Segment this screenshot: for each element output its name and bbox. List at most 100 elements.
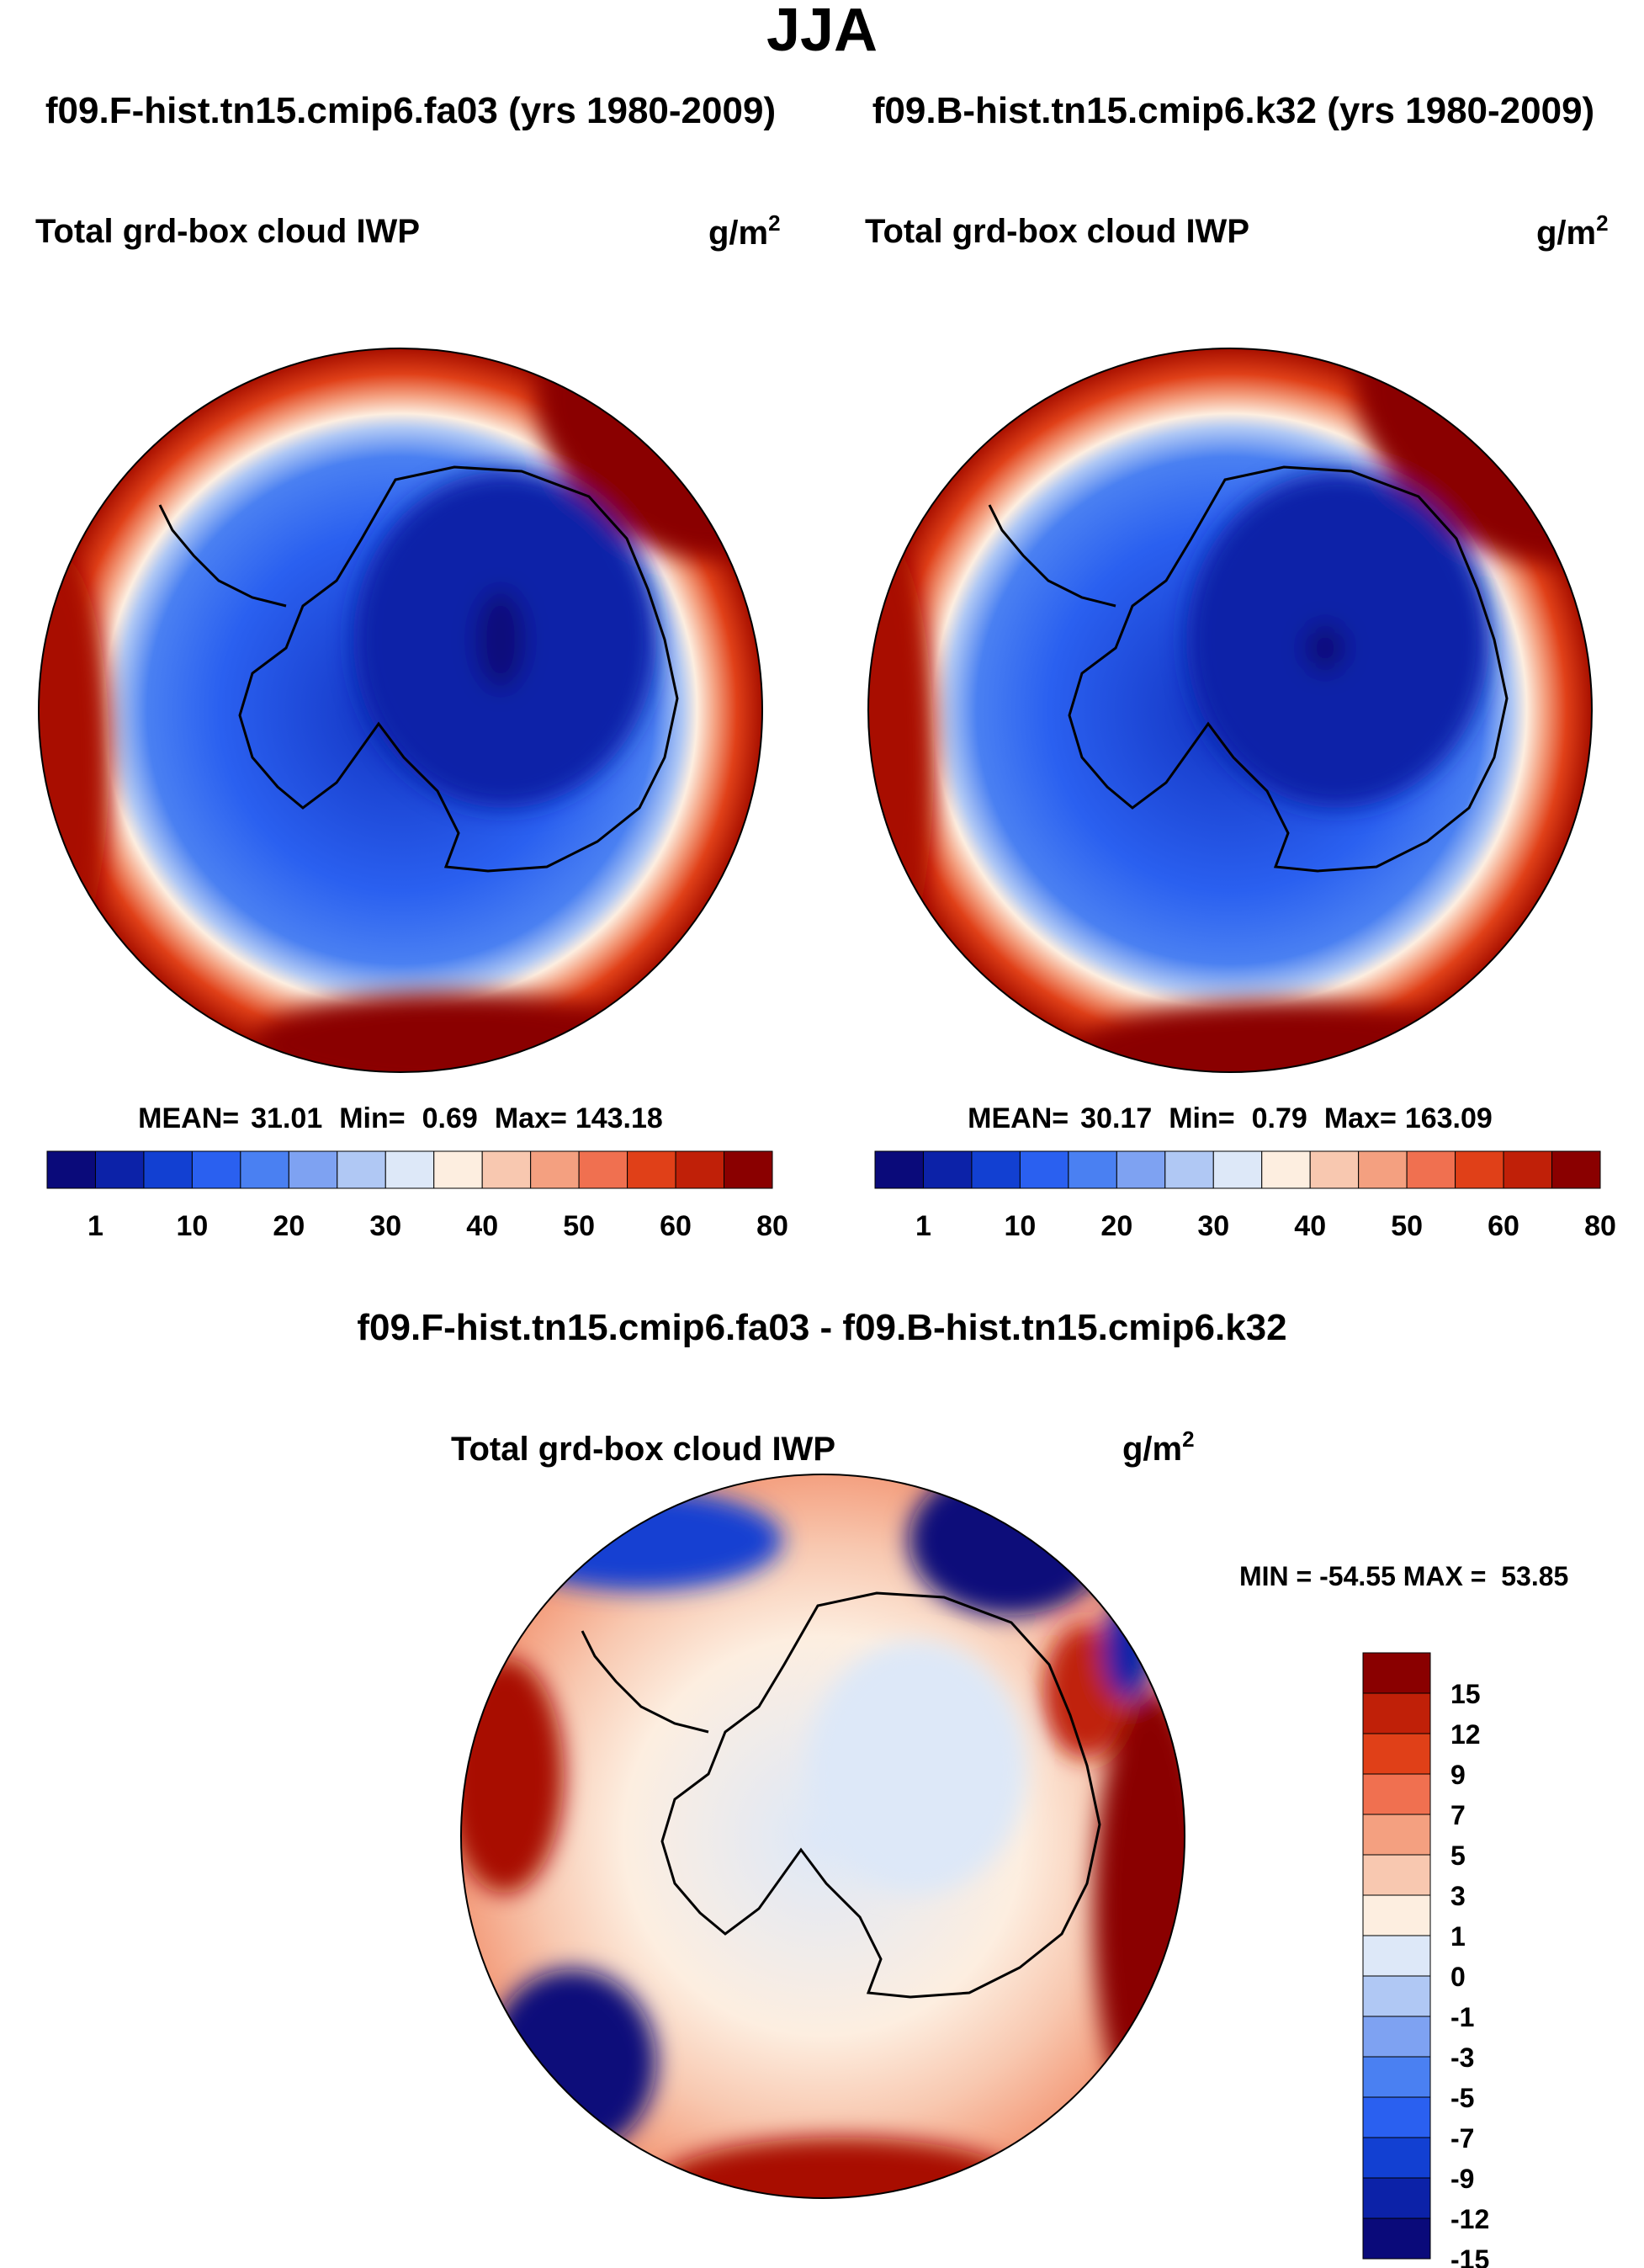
panel-a-units-exp: 2: [768, 210, 780, 236]
cbarB-swatch: [874, 1150, 924, 1189]
cbarB-swatch: [1261, 1150, 1311, 1189]
panel-c-neg-e: [1102, 1599, 1153, 1700]
cbarA-swatch: [433, 1150, 483, 1189]
cbarC-tick-label: -5: [1450, 2083, 1474, 2113]
panel-c-pos-w: [461, 1658, 564, 1894]
panel-a-units: g/m2: [708, 210, 781, 252]
panel-b-border: [867, 348, 1593, 1073]
panel-c-units-base: g/m: [1122, 1431, 1182, 1468]
panel-c: f09.F-hist.tn15.cmip6.fa03 - f09.B-hist.…: [357, 1307, 1568, 2268]
cbarC-swatch: [1362, 1773, 1431, 1815]
panel-a-coastline: [238, 465, 679, 873]
cbarC-swatch: [1362, 2016, 1431, 2058]
cbarB-tick-label: 30: [1197, 1210, 1229, 1242]
cbarC-tick-label: 3: [1450, 1881, 1466, 1911]
cbarA-swatch: [288, 1150, 338, 1189]
cbarA-tick-label: 10: [176, 1210, 208, 1242]
cbarA-tick-label: 40: [466, 1210, 498, 1242]
panel-b-stats: MEAN= 30.17 Min= 0.79 Max= 163.09: [968, 1102, 1493, 1134]
panel-c-pos-s: [656, 2138, 1026, 2198]
panel-c-map: [461, 1474, 1185, 2198]
cbarA-swatch: [481, 1150, 532, 1189]
panel-a-high-s: [252, 993, 639, 1072]
cbarB-swatch: [1164, 1150, 1214, 1189]
panel-b: Total grd-box cloud IWP g/m2 MEAN= 30.17 M…: [865, 210, 1616, 1242]
cbarC-swatch: [1362, 1814, 1431, 1856]
cbarB-swatch: [1068, 1150, 1117, 1189]
cbarA-swatch: [143, 1150, 193, 1189]
cbarA-swatch: [627, 1150, 676, 1189]
cbarC-tick-label: -15: [1450, 2244, 1489, 2268]
cbarB-tick-label: 1: [915, 1210, 931, 1242]
panel-a-low-core: [475, 589, 526, 690]
panel-a-high-w: [39, 555, 109, 959]
panel-b-peninsula: [988, 504, 1116, 608]
panel-b-high-w: [868, 539, 934, 976]
cbarB-swatch: [971, 1150, 1021, 1189]
cbarA-swatch: [191, 1150, 241, 1189]
panel-a-title: Total grd-box cloud IWP: [35, 213, 420, 250]
panel-c-minmax: MIN = -54.55 MAX = 53.85: [1239, 1561, 1568, 1591]
panel-c-neg-interior: [808, 1641, 1026, 1894]
panel-a-map: [39, 348, 762, 1072]
cbarC-tick-label: -9: [1450, 2164, 1474, 2194]
cbarC-swatch: [1362, 1692, 1431, 1734]
panel-b-colorbar: 1 10 20 30 40 50 60 80: [874, 1150, 1616, 1242]
panel-c-neg-ne: [909, 1474, 1111, 1616]
cbarA-swatch: [384, 1150, 435, 1189]
cbarA-swatch: [578, 1150, 628, 1189]
panel-a: Total grd-box cloud IWP g/m2 MEAN= 31.01 M…: [35, 210, 788, 1242]
cbarC-tick-label: 1: [1450, 1921, 1466, 1952]
cbarB-swatch: [1019, 1150, 1069, 1189]
season-title: JJA: [766, 0, 878, 64]
panel-a-colorbar: 1 10 20 30 40 50 60 80: [46, 1150, 788, 1242]
cbarB-swatch: [1551, 1150, 1601, 1189]
subtitle-left: f09.F-hist.tn15.cmip6.fa03 (yrs 1980-200…: [45, 90, 776, 131]
cbarA-swatch: [530, 1150, 580, 1189]
subtitle-right: f09.B-hist.tn15.cmip6.k32 (yrs 1980-2009…: [872, 90, 1594, 131]
cbarC-swatch: [1362, 1854, 1431, 1896]
panel-b-units-base: g/m: [1536, 215, 1596, 252]
cbarA-swatch: [675, 1150, 725, 1189]
cbarA-tick-label: 20: [273, 1210, 305, 1242]
panel-c-neg-sw: [488, 1969, 656, 2154]
cbarC-tick-label: -7: [1450, 2123, 1474, 2154]
cbarB-tick-label: 40: [1294, 1210, 1326, 1242]
cbarB-swatch: [1503, 1150, 1553, 1189]
cbarC-swatch: [1362, 2096, 1431, 2138]
panel-c-neg-n: [496, 1490, 782, 1591]
cbarC-tick-label: -12: [1450, 2204, 1489, 2234]
panel-a-units-base: g/m: [708, 215, 768, 252]
cbarA-tick-label: 1: [88, 1210, 103, 1242]
cbarC-tick-label: -1: [1450, 2002, 1474, 2032]
cbarA-swatch: [94, 1150, 145, 1189]
cbarC-tick-label: 5: [1450, 1840, 1466, 1871]
panel-a-border: [38, 348, 763, 1073]
cbarB-tick-label: 60: [1488, 1210, 1519, 1242]
panel-c-border: [460, 1474, 1185, 2199]
panel-c-units: g/m2: [1122, 1426, 1195, 1468]
cbarB-swatch: [922, 1150, 973, 1189]
panel-a-peninsula: [158, 504, 287, 608]
cbarB-tick-label: 20: [1100, 1210, 1132, 1242]
panel-b-map: [868, 348, 1592, 1072]
panel-b-coastline: [1068, 465, 1509, 873]
cbarC-swatch: [1362, 2218, 1431, 2260]
panel-b-units: g/m2: [1536, 210, 1609, 252]
cbarB-swatch: [1406, 1150, 1456, 1189]
cbarA-swatch: [337, 1150, 386, 1189]
cbarC-swatch: [1362, 1652, 1431, 1694]
cbarB-swatch: [1309, 1150, 1360, 1189]
cbarA-tick-label: 60: [660, 1210, 692, 1242]
cbarC-tick-label: 15: [1450, 1679, 1481, 1709]
panel-c-peninsula: [581, 1630, 709, 1734]
cbarA-swatch: [46, 1150, 96, 1189]
panel-c-title: Total grd-box cloud IWP: [451, 1431, 835, 1468]
cbarC-tick-label: 9: [1450, 1760, 1466, 1790]
cbarC-swatch: [1362, 1975, 1431, 2017]
cbarA-swatch: [724, 1150, 773, 1189]
cbarC-swatch: [1362, 2137, 1431, 2179]
cbarB-swatch: [1455, 1150, 1504, 1189]
cbarB-swatch: [1358, 1150, 1408, 1189]
